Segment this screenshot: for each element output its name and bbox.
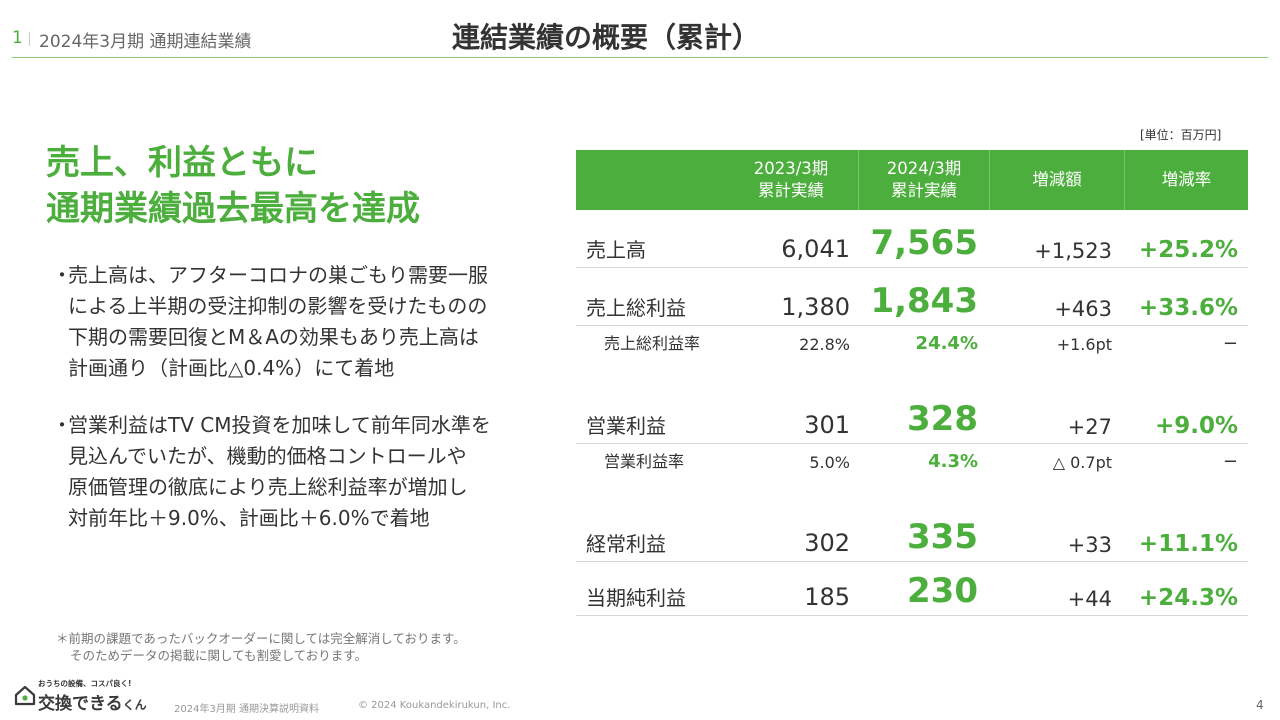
table-row: 営業利益 301 328 +27 +9.0% bbox=[576, 399, 1248, 444]
header-prev-period: 2023/3期 累計実績 bbox=[724, 150, 858, 210]
row-rate-value: +9.0% bbox=[1154, 413, 1238, 439]
headline-line-1: 売上、利益ともに bbox=[46, 143, 318, 183]
row-change-value: +27 bbox=[1067, 415, 1112, 439]
page-title: 連結業績の概要（累計） bbox=[452, 21, 761, 54]
table-row: 売上高 6,041 7,565 +1,523 +25.2% bbox=[576, 210, 1248, 268]
row-cur-value: 230 bbox=[907, 571, 978, 611]
logo-name: 交換できるくん bbox=[38, 689, 147, 714]
row-label: 営業利益 bbox=[586, 414, 666, 438]
row-label: 経常利益 bbox=[586, 532, 666, 556]
row-change-value: +1.6pt bbox=[1056, 335, 1112, 354]
row-label: 売上総利益 bbox=[586, 296, 686, 320]
bullet-line: 計画通り（計画比△0.4%）にて着地 bbox=[68, 356, 395, 380]
bullet-marker: ・ bbox=[52, 263, 72, 287]
footnote: ＊前期の課題であったバックオーダーに関しては完全解消しております。 そのためデー… bbox=[56, 630, 466, 664]
results-table: 2023/3期 累計実績 2024/3期 累計実績 増減額 増減率 売上高 6,… bbox=[576, 150, 1248, 616]
header-prev-line-2: 累計実績 bbox=[758, 181, 824, 200]
row-change-value: △ 0.7pt bbox=[1052, 453, 1112, 472]
row-cur-value: 24.4% bbox=[915, 333, 978, 354]
header-cur-line-2: 累計実績 bbox=[891, 181, 957, 200]
headline: 売上、利益ともに 通期業績過去最高を達成 bbox=[46, 140, 420, 232]
header-divider bbox=[989, 150, 990, 210]
footnote-line-1: ＊前期の課題であったバックオーダーに関しては完全解消しております。 bbox=[56, 631, 466, 646]
row-change-value: +1,523 bbox=[1034, 239, 1112, 263]
row-rate-value: +24.3% bbox=[1138, 585, 1238, 611]
header-change: 増減額 bbox=[1032, 170, 1082, 189]
header-divider bbox=[1124, 150, 1125, 210]
header-cur-period: 2024/3期 累計実績 bbox=[859, 150, 989, 210]
footer-document-name: 2024年3月期 通期決算説明資料 bbox=[174, 704, 319, 715]
header-rate: 増減率 bbox=[1161, 170, 1212, 189]
bullet-line: 下期の需要回復とM＆Aの効果もあり売上高は bbox=[68, 325, 479, 349]
row-rate-value: − bbox=[1222, 333, 1238, 354]
header-prev-line-1: 2023/3期 bbox=[753, 159, 829, 178]
bullet-line: 営業利益はTV CM投資を加味して前年同水準を bbox=[68, 413, 491, 437]
table-header: 2023/3期 累計実績 2024/3期 累計実績 増減額 増減率 bbox=[576, 150, 1248, 210]
row-prev-value: 301 bbox=[804, 411, 850, 439]
row-prev-value: 6,041 bbox=[781, 235, 850, 263]
row-cur-value: 335 bbox=[907, 517, 978, 557]
row-rate-value: +11.1% bbox=[1138, 531, 1238, 557]
row-cur-value: 7,565 bbox=[870, 223, 978, 263]
bullet-line: 売上高は、アフターコロナの巣ごもり需要一服 bbox=[68, 263, 488, 287]
footnote-line-2: そのためデータの掲載に関しても割愛しております。 bbox=[70, 648, 368, 663]
bullet-line: 見込んでいたが、機動的価格コントロールや bbox=[68, 444, 467, 468]
table-row: 営業利益率 5.0% 4.3% △ 0.7pt − bbox=[576, 444, 1248, 476]
row-change-value: +463 bbox=[1054, 297, 1112, 321]
row-cur-value: 1,843 bbox=[870, 281, 978, 321]
logo-name-suffix: くん bbox=[122, 698, 147, 712]
row-change-value: +33 bbox=[1067, 533, 1112, 557]
row-change-value: +44 bbox=[1067, 587, 1112, 611]
section-number: 1 bbox=[12, 28, 23, 48]
row-cur-value: 4.3% bbox=[928, 451, 978, 472]
table-row: 経常利益 302 335 +33 +11.1% bbox=[576, 516, 1248, 562]
row-label: 売上総利益率 bbox=[604, 334, 701, 353]
row-prev-value: 22.8% bbox=[799, 335, 850, 354]
logo-name-main: 交換できる bbox=[38, 694, 123, 714]
row-cur-value: 328 bbox=[907, 399, 978, 439]
row-label: 当期純利益 bbox=[586, 586, 686, 610]
row-rate-value: +33.6% bbox=[1138, 295, 1238, 321]
bullet-item: ・ 営業利益はTV CM投資を加味して前年同水準を 見込んでいたが、機動的価格コ… bbox=[52, 410, 532, 534]
bullet-line: 原価管理の徹底により売上総利益率が増加し bbox=[68, 475, 468, 499]
bullet-list: ・ 売上高は、アフターコロナの巣ごもり需要一服 による上半期の受注抑制の影響を受… bbox=[52, 260, 532, 560]
row-label: 売上高 bbox=[586, 238, 646, 262]
slide-header: 1 2024年3月期 通期連結業績 連結業績の概要（累計） bbox=[12, 0, 1268, 58]
bullet-item: ・ 売上高は、アフターコロナの巣ごもり需要一服 による上半期の受注抑制の影響を受… bbox=[52, 260, 532, 384]
row-prev-value: 5.0% bbox=[809, 453, 850, 472]
table-row: 売上総利益率 22.8% 24.4% +1.6pt − bbox=[576, 326, 1248, 358]
page-number: 4 bbox=[1256, 698, 1264, 712]
bullet-marker: ・ bbox=[52, 413, 72, 437]
company-logo: おうちの設備、コスパ良く! 交換できるくん bbox=[14, 678, 154, 714]
row-rate-value: − bbox=[1222, 451, 1238, 472]
table-row: 当期純利益 185 230 +44 +24.3% bbox=[576, 562, 1248, 616]
table-unit-label: [単位：百万円] bbox=[1140, 128, 1222, 142]
bullet-line: 対前年比＋9.0%、計画比＋6.0%で着地 bbox=[68, 506, 430, 530]
house-icon bbox=[14, 685, 36, 706]
bullet-line: による上半期の受注抑制の影響を受けたものの bbox=[68, 294, 488, 318]
table-row: 売上総利益 1,380 1,843 +463 +33.6% bbox=[576, 268, 1248, 326]
row-prev-value: 1,380 bbox=[781, 293, 850, 321]
header-divider bbox=[858, 150, 859, 210]
section-subtitle: 2024年3月期 通期連結業績 bbox=[39, 32, 252, 52]
row-prev-value: 185 bbox=[804, 583, 850, 611]
row-label: 営業利益率 bbox=[604, 452, 685, 471]
row-prev-value: 302 bbox=[804, 529, 850, 557]
logo-tagline: おうちの設備、コスパ良く! bbox=[38, 679, 132, 688]
row-rate-value: +25.2% bbox=[1138, 237, 1238, 263]
headline-line-2: 通期業績過去最高を達成 bbox=[46, 189, 420, 229]
footer-copyright: © 2024 Koukandekirukun, Inc. bbox=[358, 700, 511, 711]
section-divider bbox=[29, 32, 30, 46]
header-cur-line-1: 2024/3期 bbox=[886, 159, 962, 178]
